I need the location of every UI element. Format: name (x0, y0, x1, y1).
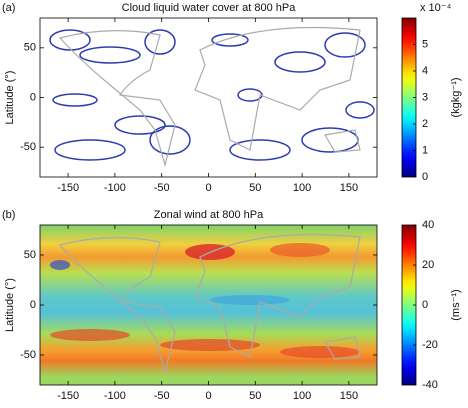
chart-title: Zonal wind at 800 hPa (154, 209, 264, 221)
colorbar-multiplier: x 10⁻⁴ (420, 2, 452, 14)
wind-field (50, 243, 360, 358)
colorbar-tick-label: 2 (422, 118, 428, 130)
x-tick-label: -100 (104, 182, 126, 194)
coastlines (58, 233, 361, 375)
colorbar-tick-label: 4 (422, 65, 428, 77)
panel-label: (b) (2, 209, 15, 221)
panel-a: (a) Cloud liquid water cover at 800 hPa La… (2, 2, 462, 194)
x-tick-label: 100 (293, 390, 311, 402)
colorbar-tick-label: 40 (422, 219, 434, 231)
y-axis-label: Latitude (°) (4, 278, 16, 332)
x-tick-label: 50 (249, 390, 261, 402)
y-tick-label: -50 (20, 141, 36, 153)
x-tick-label: -150 (57, 390, 79, 402)
colorbar-tick-label: 0 (422, 299, 428, 311)
colorbar-tick-label: -20 (422, 339, 438, 351)
coastlines (58, 26, 361, 168)
x-tick-label: -150 (57, 182, 79, 194)
x-tick-label: -50 (154, 182, 170, 194)
y-tick-label: 0 (30, 299, 36, 311)
y-tick-label: -50 (20, 349, 36, 361)
x-tick-label: 50 (249, 182, 261, 194)
colorbar-tick-label: 20 (422, 259, 434, 271)
y-tick-label: 0 (30, 91, 36, 103)
panel-label: (a) (2, 2, 15, 14)
chart-title: Cloud liquid water cover at 800 hPa (122, 2, 297, 14)
y-axis-label: Latitude (°) (4, 71, 16, 125)
colorbar-tick-label: 1 (422, 144, 428, 156)
y-tick-label: 50 (24, 249, 36, 261)
colorbar-tick-label: -40 (422, 379, 438, 391)
colorbar-tick-label: 3 (422, 91, 428, 103)
x-tick-label: 0 (205, 182, 211, 194)
colorbar-tick-label: 0 (422, 171, 428, 183)
x-tick-label: 0 (205, 390, 211, 402)
x-tick-label: 100 (293, 182, 311, 194)
x-tick-label: 150 (340, 182, 358, 194)
cloud-field (49, 29, 375, 161)
y-tick-label: 50 (24, 42, 36, 54)
colorbar-tick-label: 5 (422, 38, 428, 50)
x-tick-label: -50 (154, 390, 170, 402)
x-tick-label: 150 (340, 390, 358, 402)
x-tick-label: -100 (104, 390, 126, 402)
colorbar-label: (ms⁻¹) (450, 289, 462, 320)
colorbar-label: (kgkg⁻¹) (450, 77, 462, 117)
